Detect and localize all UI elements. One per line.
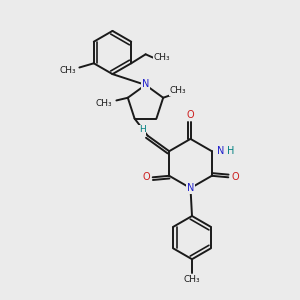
Text: O: O [142,172,150,182]
Text: CH₃: CH₃ [60,66,76,75]
Text: N: N [217,146,225,156]
Text: H: H [139,125,146,134]
Text: CH₃: CH₃ [96,99,112,108]
Text: H: H [227,146,235,156]
Text: CH₃: CH₃ [184,275,200,284]
Text: O: O [231,172,239,182]
Text: CH₃: CH₃ [153,53,170,62]
Text: O: O [187,110,194,120]
Text: N: N [142,79,149,89]
Text: N: N [187,183,194,193]
Text: CH₃: CH₃ [170,86,187,95]
